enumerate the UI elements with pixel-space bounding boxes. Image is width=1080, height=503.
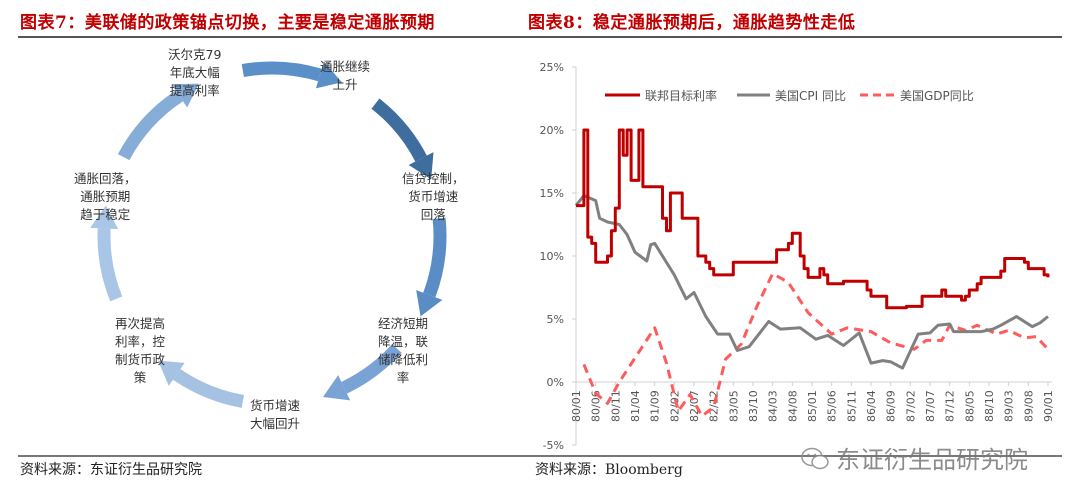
line-chart: -5%0%5%10%15%20%25%80/01 80/06 80/11 81/04 8… [540,61,1055,452]
cycle-node-inflation-expectations-stable: 通胀回落， 通胀预期 趋于稳定 [74,171,137,222]
left-source: 资料来源：东证衍生品研究院 [20,462,202,478]
legend-label-cpi: 美国CPI 同比 [775,89,846,103]
x-tick-label: 89/03 [1003,390,1016,422]
y-tick-label: 0% [547,376,564,389]
cycle-node-rate-hike-again: 再次提高 利率，控 制货币政 策 [115,316,166,385]
x-tick-label: 83/10 [747,390,760,422]
x-tick-label: 84/08 [786,390,799,422]
y-tick-label: -5% [543,439,564,452]
cycle-arrowhead [416,290,443,317]
cycle-arrowhead [171,83,200,108]
y-tick-label: 20% [540,124,564,137]
cycle-node-inflation-rising: 通胀继续 上升 [320,59,371,92]
cycle-node-economy-cools-rate-cut: 经济短期 降温，联 储降低利 率 [378,316,429,385]
cycle-arrow [97,228,123,302]
x-tick-label: 82/12 [708,390,721,422]
legend-label-gdp: 美国GDP同比 [900,89,974,103]
x-tick-label: 89/08 [1022,390,1035,422]
header-divider [18,36,1062,38]
y-tick-label: 5% [547,313,564,326]
x-tick-label: 88/05 [963,390,976,422]
x-tick-label: 86/09 [885,390,898,422]
cycle-node-credit-control: 信贷控制， 货币增速 回落 [402,171,465,222]
x-tick-label: 80/11 [609,390,622,422]
chart-legend: 联邦目标利率 美国CPI 同比 美国GDP同比 [605,88,974,103]
x-tick-label: 84/03 [767,390,780,422]
cycle-arrow [341,343,402,394]
series-line-0 [576,128,1050,310]
x-tick-label: 85/11 [845,390,858,422]
x-tick-label: 82/02 [668,390,681,422]
x-tick-label: 88/10 [983,390,996,422]
right-source: 资料来源：Bloomberg [535,462,683,478]
x-tick-label: 85/06 [826,390,839,422]
cycle-arrow [241,61,322,82]
x-tick-label: 87/12 [944,390,957,422]
legend-label-fed-rate: 联邦目标利率 [645,88,717,103]
x-tick-label: 87/07 [924,390,937,422]
x-tick-label: 90/01 [1042,390,1055,422]
y-tick-label: 10% [540,250,564,263]
cycle-arrowhead [315,61,342,89]
series-line-2 [582,272,1050,418]
cycle-arrowhead [323,375,351,401]
cycle-arrowhead [408,152,434,180]
wechat-icon [801,447,829,470]
left-figure-title: 图表7：美联储的政策锚点切换，主要是稳定通胀预期 [20,13,435,33]
series-line-1 [574,194,1049,370]
cycle-arrowhead [90,205,119,230]
x-tick-label: 83/05 [727,390,740,422]
watermark-text: 东证衍生品研究院 [836,446,1028,474]
cycle-arrow [423,217,447,298]
cycle-arrow [173,368,245,408]
x-tick-label: 80/01 [570,390,583,422]
cycle-arrowhead [158,360,185,386]
x-tick-label: 85/01 [806,390,819,422]
right-figure-title: 图表8：稳定通胀预期后，通胀趋势性走低 [528,13,856,33]
cycle-diagram [90,61,447,408]
y-tick-label: 15% [540,187,564,200]
x-tick-label: 81/09 [649,390,662,422]
x-tick-label: 87/02 [904,390,917,422]
cycle-arrow [117,90,184,161]
cycle-node-money-growth-rebound: 货币增速 大幅回升 [250,398,301,431]
cycle-arrow [371,98,427,162]
cycle-node-volcker-rate-hike: 沃尔克79 年底大幅 提高利率 [168,47,222,98]
footer-divider [18,455,1062,457]
x-tick-label: 86/04 [865,390,878,422]
x-tick-label: 81/04 [629,390,642,422]
y-tick-label: 25% [540,61,564,74]
watermark: 东证衍生品研究院 [800,440,1028,475]
